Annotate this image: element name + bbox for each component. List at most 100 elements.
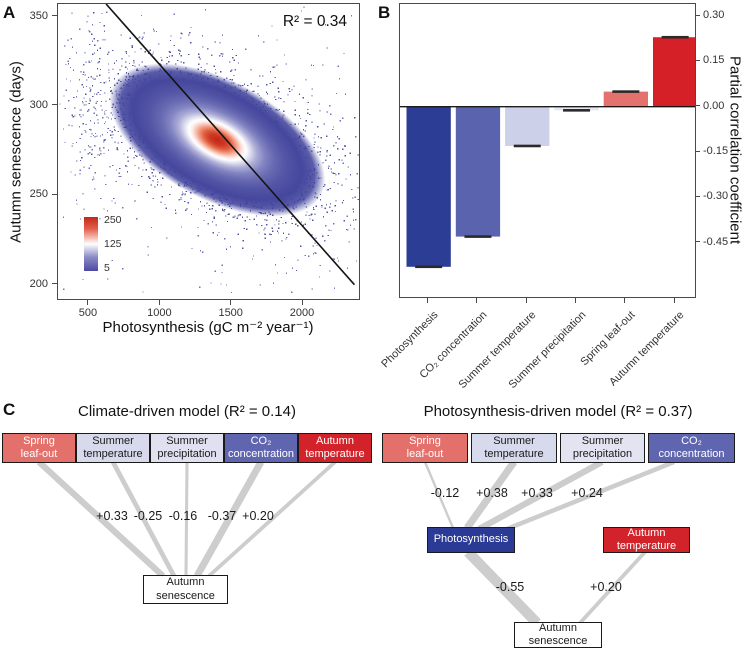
- panel-a-x-axis-label: Photosynthesis (gC m⁻² year⁻¹): [102, 319, 314, 336]
- b-error-bar: [563, 109, 591, 112]
- c-box-text: temperature: [616, 540, 677, 552]
- b-x-tick-mark: [624, 298, 626, 303]
- b-bar-0: [406, 106, 451, 267]
- c-box-text: senescence: [156, 589, 215, 602]
- a-y-tick-label: 250: [29, 188, 48, 201]
- panel-a-density-scatter: [59, 4, 359, 293]
- c-box-text: Autumn: [627, 526, 666, 539]
- b-zero-line: [400, 106, 695, 108]
- c-box-text: senescence: [528, 635, 588, 647]
- c-coefficient: +0.20: [590, 580, 622, 594]
- b-error-bar: [612, 90, 640, 93]
- b-y-tick-label: -0.45: [703, 235, 729, 248]
- c-edge-lines: [36, 459, 675, 627]
- b-y-tick-label: -0.15: [703, 145, 729, 157]
- b-x-tick-mark: [525, 298, 527, 303]
- b-y-tick-mark: [695, 59, 700, 61]
- c-box-text: Spring: [23, 434, 55, 447]
- c-coefficient: -0.55: [495, 580, 525, 594]
- c-edge: [464, 548, 541, 627]
- c-box-text: Summer: [493, 434, 535, 447]
- a-x-tick-mark: [87, 300, 89, 305]
- c-box-text: Autumn: [539, 621, 577, 634]
- c-coefficient: +0.38: [476, 486, 508, 500]
- c-coefficient: -0.37: [207, 509, 237, 523]
- c-left-predictor-0: Spring leaf-out: [2, 433, 76, 463]
- b-error-bar: [464, 235, 492, 238]
- b-y-tick-mark: [695, 195, 700, 197]
- a-x-tick-label: 2000: [289, 307, 315, 319]
- panel-b-label: B: [378, 3, 391, 22]
- c-box-text: leaf-out: [20, 448, 58, 460]
- b-y-tick-mark: [695, 105, 700, 107]
- c-box-text: temperature: [83, 448, 143, 460]
- a-y-tick-label: 300: [29, 98, 48, 111]
- c-box-text: Photosynthesis: [433, 533, 509, 546]
- panel-a-plot-area: R² = 0.34 250 125 5: [57, 3, 360, 300]
- c-coefficient: +0.33: [96, 509, 128, 523]
- a-y-tick-mark: [52, 193, 57, 195]
- a-x-tick-mark: [301, 300, 303, 305]
- c-edge: [506, 459, 675, 532]
- panel-c-label: C: [3, 400, 16, 419]
- b-x-tick-mark: [575, 298, 577, 303]
- a-x-tick-label: 1000: [147, 307, 172, 319]
- c-box-text: Summer: [166, 434, 208, 447]
- b-y-tick-mark: [695, 150, 700, 152]
- b-x-tick-mark: [427, 298, 429, 303]
- c-right-mediator: Photosynthesis: [427, 527, 515, 553]
- c-right-predictor-1: Summer temperature: [471, 433, 557, 463]
- c-left-outcome: Autumn senescence: [143, 575, 228, 604]
- c-coefficient: +0.24: [571, 486, 603, 500]
- b-x-tick-mark: [673, 298, 675, 303]
- c-edge: [464, 459, 517, 531]
- b-y-tick-label: -0.30: [703, 190, 729, 203]
- panel-a-y-axis-label: Autumn senescence (days): [7, 61, 25, 243]
- c-box-text: Autumn: [166, 576, 205, 589]
- b-error-bar: [513, 144, 541, 148]
- c-edge: [193, 460, 265, 578]
- panel-b-bar-chart: [400, 35, 695, 269]
- c-right-outcome: Autumn senescence: [514, 622, 602, 648]
- c-right-extra-predictor: Autumn temperature: [603, 527, 690, 553]
- panel-b-plot-area: [399, 3, 696, 298]
- c-edge: [423, 461, 455, 529]
- c-edge: [477, 459, 604, 532]
- b-y-tick-label: 0.00: [703, 99, 725, 112]
- c-right-predictor-3: CO₂ concentration: [648, 433, 735, 463]
- c-edge: [207, 460, 337, 578]
- c-box-text: Spring: [409, 434, 441, 447]
- b-bar-3: [554, 106, 599, 111]
- c-left-title: Climate-driven model (R² = 0.14): [78, 403, 296, 420]
- a-x-tick-label: 1500: [218, 307, 243, 319]
- c-box-text: temperature: [305, 448, 365, 460]
- c-box-text: Summer: [581, 434, 624, 447]
- c-right-predictor-0: Spring leaf-out: [382, 433, 468, 463]
- c-box-text: concentration: [227, 448, 295, 460]
- colorbar-min-label: 5: [104, 262, 110, 274]
- a-y-tick-label: 350: [29, 9, 48, 22]
- c-box-text: precipitation: [572, 448, 633, 460]
- b-bar-4: [603, 91, 648, 107]
- colorbar-mid-label: 125: [104, 238, 122, 250]
- c-right-predictor-2: Summer precipitation: [560, 433, 645, 463]
- c-edge: [184, 461, 189, 577]
- b-y-tick-label: 0.30: [703, 9, 725, 22]
- c-box-text: CO₂: [681, 434, 702, 447]
- a-y-tick-mark: [52, 104, 57, 106]
- c-box-text: CO₂: [250, 434, 272, 447]
- c-box-text: temperature: [484, 448, 544, 460]
- c-coefficient: +0.20: [242, 509, 274, 523]
- c-edge: [578, 550, 647, 625]
- b-bar-1: [455, 106, 501, 237]
- c-coefficient: -0.16: [168, 509, 198, 523]
- c-coefficient: -0.25: [133, 509, 163, 523]
- a-x-tick-label: 500: [78, 307, 98, 319]
- c-left-predictor-2: Summer precipitation: [150, 433, 224, 463]
- c-coefficient: +0.33: [521, 486, 553, 500]
- c-right-title: Photosynthesis-driven model (R² = 0.37): [423, 403, 693, 420]
- colorbar-gradient: [84, 217, 98, 271]
- a-x-tick-mark: [158, 300, 160, 305]
- panel-b-y-axis-label: Partial correlation coefficient: [726, 56, 744, 245]
